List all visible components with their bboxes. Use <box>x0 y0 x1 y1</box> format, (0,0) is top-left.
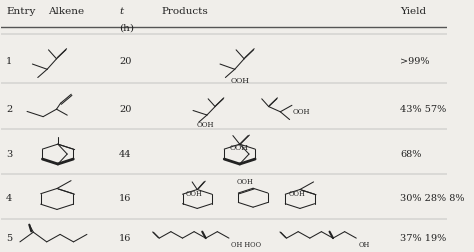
Text: OOH: OOH <box>197 121 215 129</box>
Text: 16: 16 <box>119 234 131 243</box>
Text: Yield: Yield <box>401 7 427 16</box>
Text: 4: 4 <box>6 195 12 203</box>
Text: >99%: >99% <box>401 57 430 66</box>
Text: 68%: 68% <box>401 150 422 159</box>
Text: Alkene: Alkene <box>47 7 84 16</box>
Text: 43% 57%: 43% 57% <box>401 105 447 114</box>
Text: 2: 2 <box>6 105 12 114</box>
Text: OOH: OOH <box>236 178 253 186</box>
Text: OOH: OOH <box>231 77 249 84</box>
Text: 3: 3 <box>6 150 12 159</box>
Text: OOH: OOH <box>289 190 305 198</box>
Text: 37% 19%: 37% 19% <box>401 234 447 243</box>
Text: OOH: OOH <box>293 108 310 116</box>
Text: OOH: OOH <box>229 144 248 152</box>
Text: 1: 1 <box>6 57 12 66</box>
Text: 44: 44 <box>119 150 132 159</box>
Text: 16: 16 <box>119 195 131 203</box>
Text: OH HOO: OH HOO <box>231 241 261 249</box>
Text: Entry: Entry <box>6 7 36 16</box>
Text: (h): (h) <box>119 23 134 32</box>
Text: OOH: OOH <box>186 190 203 198</box>
Text: 5: 5 <box>6 234 12 243</box>
Text: 20: 20 <box>119 57 131 66</box>
Text: t: t <box>119 7 123 16</box>
Text: Products: Products <box>162 7 208 16</box>
Text: 30% 28% 8%: 30% 28% 8% <box>401 195 465 203</box>
Text: 20: 20 <box>119 105 131 114</box>
Text: OH: OH <box>358 241 370 249</box>
